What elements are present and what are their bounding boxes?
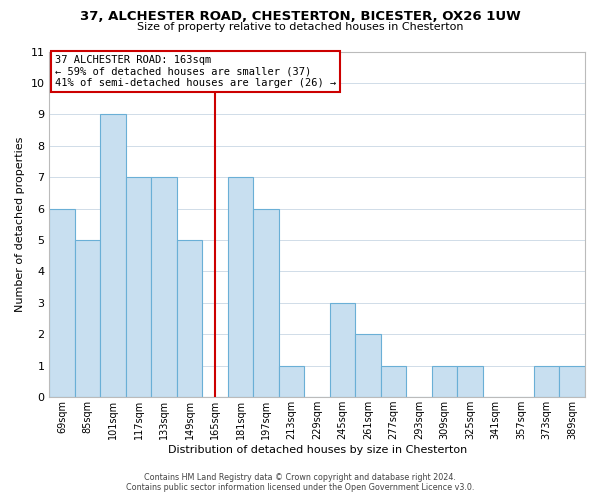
Bar xyxy=(75,240,100,397)
Bar xyxy=(355,334,381,397)
Bar xyxy=(330,303,355,397)
Bar xyxy=(381,366,406,397)
Text: Contains HM Land Registry data © Crown copyright and database right 2024.
Contai: Contains HM Land Registry data © Crown c… xyxy=(126,473,474,492)
Bar xyxy=(151,177,177,397)
Text: 37 ALCHESTER ROAD: 163sqm
← 59% of detached houses are smaller (37)
41% of semi-: 37 ALCHESTER ROAD: 163sqm ← 59% of detac… xyxy=(55,55,336,88)
Bar xyxy=(559,366,585,397)
Bar xyxy=(534,366,559,397)
Bar xyxy=(253,208,279,397)
Bar xyxy=(457,366,483,397)
Y-axis label: Number of detached properties: Number of detached properties xyxy=(15,136,25,312)
Bar xyxy=(432,366,457,397)
Text: Size of property relative to detached houses in Chesterton: Size of property relative to detached ho… xyxy=(137,22,463,32)
Bar xyxy=(228,177,253,397)
Bar xyxy=(177,240,202,397)
Bar xyxy=(126,177,151,397)
Bar xyxy=(279,366,304,397)
Text: 37, ALCHESTER ROAD, CHESTERTON, BICESTER, OX26 1UW: 37, ALCHESTER ROAD, CHESTERTON, BICESTER… xyxy=(80,10,520,23)
X-axis label: Distribution of detached houses by size in Chesterton: Distribution of detached houses by size … xyxy=(167,445,467,455)
Bar xyxy=(100,114,126,397)
Bar xyxy=(49,208,75,397)
